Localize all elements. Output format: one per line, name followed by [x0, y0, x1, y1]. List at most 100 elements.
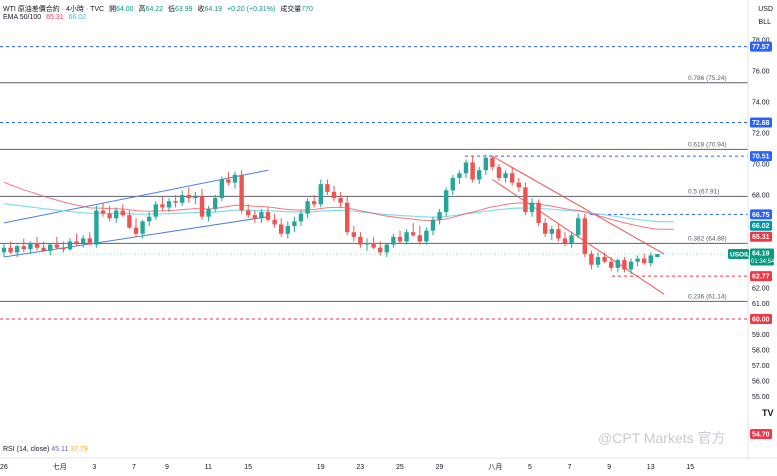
time-tick-label: 29 [436, 464, 444, 471]
time-tick-label: 15 [686, 464, 694, 471]
ema-badge: 65.31 [750, 231, 772, 242]
candle [338, 191, 343, 208]
candle [54, 236, 59, 250]
price-tick-label: 56.00 [752, 379, 770, 386]
watermark: @CPT Markets 官方 [598, 430, 726, 446]
candle [470, 156, 475, 183]
candle [351, 226, 356, 242]
candle-body [510, 173, 515, 183]
tradingview-logo: TV [762, 408, 774, 418]
candle [219, 176, 224, 202]
candle [186, 187, 191, 203]
price-tick-label: 62.00 [752, 286, 770, 293]
time-tick-label: 25 [396, 464, 404, 471]
badge-bg [750, 117, 772, 128]
level-badge: 77.57 [750, 41, 772, 52]
candle-body [529, 202, 535, 213]
candle [411, 222, 416, 237]
candle [496, 164, 502, 182]
badge-bg [750, 248, 774, 266]
price-tick-label: 74.00 [752, 100, 770, 107]
candle [120, 204, 125, 217]
badge-bg [750, 220, 772, 231]
candle-body [140, 221, 145, 234]
candle [94, 205, 99, 248]
candle [417, 226, 422, 245]
candle-body [622, 260, 627, 270]
candle [549, 226, 554, 240]
ema-lines [3, 181, 674, 230]
candle-body [15, 246, 20, 253]
level-badge: 60.00 [750, 314, 772, 324]
time-tick-label: 9 [607, 464, 611, 471]
symbol-badge-bg [728, 249, 749, 260]
candle-body [411, 232, 416, 236]
level-badge: 62.77 [750, 271, 772, 282]
candle [153, 201, 158, 220]
candle [589, 250, 594, 270]
candle-body [226, 179, 231, 183]
candle [239, 170, 244, 214]
candle-body [615, 260, 620, 268]
candle [364, 238, 370, 251]
candle [477, 167, 482, 185]
candle-body [556, 229, 561, 239]
badge-bg [750, 314, 772, 324]
open-label: 開 [109, 6, 117, 13]
candle [226, 171, 231, 186]
candle-body [325, 184, 330, 192]
fib-level-label: 0.382 (64.88) [688, 235, 727, 242]
candle [463, 159, 469, 178]
candle-body [265, 212, 271, 220]
time-tick-label: 7 [132, 464, 136, 471]
candle [523, 182, 528, 216]
badge-text: 65.31 [752, 234, 770, 241]
symbol-badge-text: USOIL [730, 252, 750, 259]
candle-body [8, 247, 13, 253]
candle-body [48, 244, 53, 251]
candle [1, 243, 7, 257]
candle [206, 205, 211, 222]
candle-body [391, 236, 396, 245]
candle-body [444, 190, 449, 213]
price-tick-label: 61.00 [752, 301, 770, 308]
time-tick-label: 11 [205, 464, 212, 471]
candle-body [628, 261, 634, 270]
time-tick-label: 3 [92, 464, 96, 471]
candle-body [1, 247, 7, 253]
candle [602, 252, 607, 264]
candle [595, 252, 601, 268]
candle [331, 185, 337, 202]
candle-body [232, 174, 238, 183]
candle-body [252, 215, 257, 219]
candle-body [358, 236, 363, 245]
close-value: 64.19 [204, 6, 223, 13]
candle [404, 229, 409, 245]
symbol-header: WTI 原油差價合約 · 4小時 · TVC 開64.00 高64.22 低63… [3, 4, 316, 14]
candlesticks [0, 154, 748, 275]
ema-legend[interactable]: EMA 50/100 65.31 66.02 [3, 14, 89, 21]
candle [424, 227, 429, 245]
candle [358, 232, 363, 248]
level-badge: 72.68 [750, 117, 772, 128]
candle [232, 171, 238, 189]
price-tick-label: 55.00 [752, 394, 770, 401]
price-tick-label: 59.00 [752, 332, 770, 339]
candle [582, 213, 587, 257]
price-tick-label: 72.00 [752, 131, 770, 138]
countdown-text: 01:34:54 [751, 259, 775, 265]
rsi-legend[interactable]: RSI (14, close) 45.11 37.79 [3, 446, 88, 453]
candle-body [483, 157, 488, 171]
candle [193, 191, 198, 205]
time-tick-label: 9 [165, 464, 169, 471]
candle [516, 177, 521, 192]
candle [622, 257, 627, 273]
candle [127, 210, 132, 230]
badge-text: 54.70 [752, 432, 770, 439]
candle [536, 199, 541, 226]
candle-body [246, 210, 251, 216]
candle [292, 216, 297, 233]
trend-channels [3, 155, 665, 295]
